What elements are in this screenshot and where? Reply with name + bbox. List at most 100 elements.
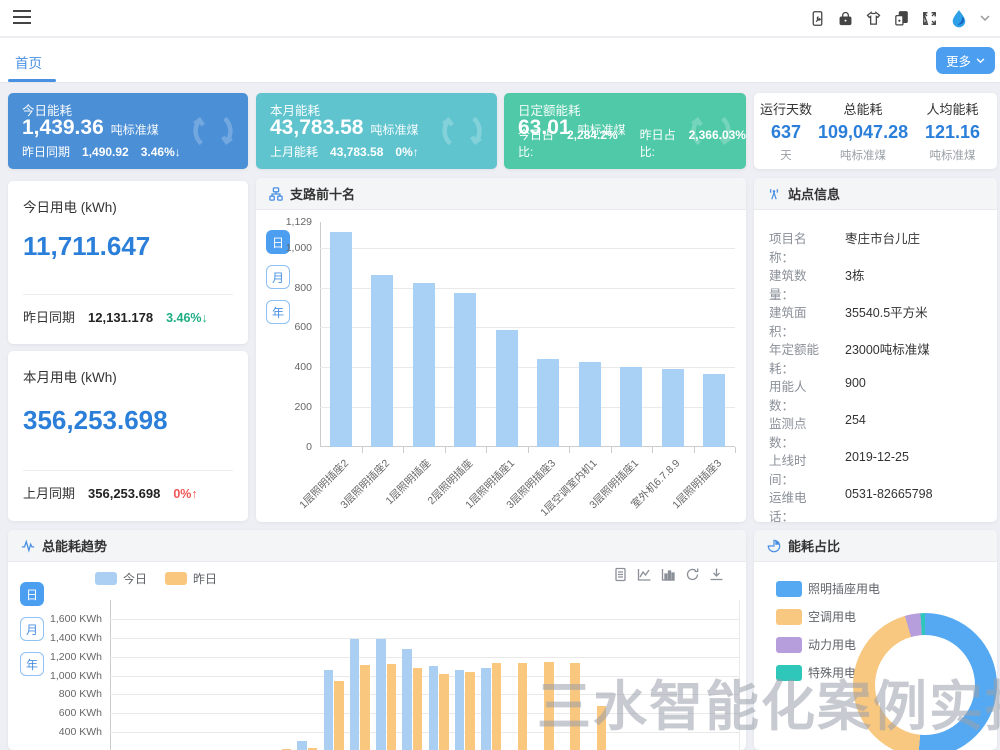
bar[interactable] bbox=[371, 274, 394, 447]
bar[interactable] bbox=[517, 662, 528, 750]
legend-label: 特殊用电 bbox=[808, 666, 857, 680]
chevron-down-icon[interactable] bbox=[980, 15, 990, 22]
download-icon[interactable] bbox=[709, 567, 724, 582]
site-info-value: 35540.5平方米 bbox=[845, 306, 928, 320]
bar[interactable] bbox=[412, 667, 423, 750]
donut-hole bbox=[875, 635, 975, 735]
bar[interactable] bbox=[376, 639, 386, 750]
today-electricity-value: 11,711.647 bbox=[23, 231, 151, 261]
site-info-row: 上线时间： 2019-12-25 bbox=[769, 450, 987, 488]
bar[interactable] bbox=[537, 359, 560, 447]
stat-running-days: 运行天数 637 天 bbox=[759, 102, 812, 162]
tab-home[interactable]: 首页 bbox=[15, 56, 42, 71]
site-info-row: 年定额能耗： 23000吨标准煤 bbox=[769, 339, 987, 377]
bar[interactable] bbox=[297, 741, 307, 750]
line-chart-icon[interactable] bbox=[637, 567, 652, 582]
time-button-month[interactable]: 月 bbox=[266, 265, 290, 289]
bar[interactable] bbox=[334, 681, 344, 750]
x-axis-tick bbox=[610, 447, 612, 453]
y-tick-label: 400 KWh bbox=[58, 726, 102, 739]
bar[interactable] bbox=[428, 665, 438, 750]
bar[interactable] bbox=[578, 362, 601, 447]
site-info-value: 254 bbox=[845, 413, 866, 427]
restore-icon[interactable] bbox=[685, 567, 700, 582]
month-electricity-panel: 本月用电 (kWh) 356,253.698 上月同期 356,253.698 0%… bbox=[8, 351, 248, 521]
site-info-value: 2019-12-25 bbox=[845, 450, 909, 464]
legend-item[interactable]: 今日 bbox=[95, 570, 147, 587]
brand-logo[interactable] bbox=[949, 9, 969, 29]
y-tick-label: 600 bbox=[294, 321, 312, 334]
site-info-label: 监测点数： bbox=[769, 417, 807, 450]
fullscreen-icon[interactable] bbox=[921, 10, 938, 27]
plot-right-border bbox=[739, 600, 740, 750]
time-button-month[interactable]: 月 bbox=[20, 617, 44, 641]
site-info-value: 枣庄市台儿庄 bbox=[845, 232, 921, 246]
bar[interactable] bbox=[620, 366, 643, 447]
bar[interactable] bbox=[412, 283, 435, 447]
site-info-row: 运维电话： 0531-82665798 bbox=[769, 487, 987, 522]
device-tool-icon[interactable] bbox=[809, 10, 826, 27]
time-button-day[interactable]: 日 bbox=[20, 582, 44, 606]
panel-title: 总能耗趋势 bbox=[42, 539, 108, 554]
legend-item[interactable]: 动力用电 bbox=[776, 636, 880, 653]
menu-icon[interactable] bbox=[13, 10, 31, 24]
gridline bbox=[110, 637, 740, 639]
time-button-year[interactable]: 年 bbox=[266, 300, 290, 324]
energy-share-donut[interactable] bbox=[853, 613, 997, 750]
trend-icon bbox=[21, 538, 35, 553]
pie-icon bbox=[767, 539, 781, 552]
site-info-label: 运维电话： bbox=[769, 491, 807, 522]
bar[interactable] bbox=[349, 639, 360, 750]
time-range-buttons: 日 月 年 bbox=[20, 582, 44, 676]
bar[interactable] bbox=[570, 662, 580, 750]
bar[interactable] bbox=[454, 293, 477, 447]
gridline bbox=[320, 407, 735, 409]
site-info-value: 23000吨标准煤 bbox=[845, 343, 930, 357]
divider bbox=[23, 470, 233, 471]
more-button[interactable]: 更多 bbox=[935, 47, 995, 74]
energy-trend-panel: 总能耗趋势 今日 昨日 日 月 年 400 KWh 600 KWh 800 KWh 1,… bbox=[8, 530, 746, 750]
y-tick-label: 0 bbox=[306, 441, 312, 453]
bar[interactable] bbox=[544, 662, 554, 750]
lock-icon[interactable] bbox=[837, 10, 854, 27]
bar[interactable] bbox=[439, 674, 449, 750]
x-axis-tick bbox=[735, 447, 736, 453]
bar[interactable] bbox=[481, 668, 491, 750]
bar[interactable] bbox=[360, 664, 370, 750]
x-axis-tick bbox=[486, 447, 487, 453]
legend-item[interactable]: 昨日 bbox=[165, 570, 217, 587]
bar[interactable] bbox=[703, 373, 726, 447]
card-label: 日定额能耗 bbox=[518, 104, 581, 118]
bar[interactable] bbox=[323, 670, 333, 750]
time-button-year[interactable]: 年 bbox=[20, 652, 44, 676]
bar[interactable] bbox=[307, 747, 318, 750]
bar-chart-icon[interactable] bbox=[661, 567, 676, 582]
y-tick-label: 1,000 bbox=[285, 241, 312, 254]
legend-swatch bbox=[776, 636, 802, 653]
data-view-icon[interactable] bbox=[613, 567, 628, 582]
x-axis-tick bbox=[693, 447, 695, 453]
bar[interactable] bbox=[661, 368, 684, 447]
bar[interactable] bbox=[329, 231, 352, 447]
bar[interactable] bbox=[465, 671, 475, 750]
theme-icon[interactable] bbox=[865, 10, 882, 27]
bar[interactable] bbox=[491, 663, 501, 750]
bar[interactable] bbox=[402, 648, 412, 750]
bar[interactable] bbox=[596, 705, 606, 750]
x-axis bbox=[320, 446, 735, 447]
legend-item[interactable]: 空调用电 bbox=[776, 608, 880, 625]
bar[interactable] bbox=[386, 664, 396, 750]
y-tick-label: 200 bbox=[294, 401, 312, 414]
gridline bbox=[110, 656, 740, 658]
bar[interactable] bbox=[495, 330, 518, 447]
time-button-day[interactable]: 日 bbox=[266, 230, 290, 254]
y-tick-label: 1,000 KWh bbox=[50, 669, 102, 682]
panel-header: 能耗占比 bbox=[754, 530, 997, 562]
gridline bbox=[110, 694, 740, 696]
copy-icon[interactable] bbox=[893, 10, 910, 27]
legend-item[interactable]: 特殊用电 bbox=[776, 664, 880, 681]
bar[interactable] bbox=[454, 670, 465, 750]
panel-title: 支路前十名 bbox=[290, 187, 356, 202]
legend-item[interactable]: 照明插座用电 bbox=[776, 580, 880, 597]
trend-legend: 今日 昨日 bbox=[95, 570, 217, 587]
